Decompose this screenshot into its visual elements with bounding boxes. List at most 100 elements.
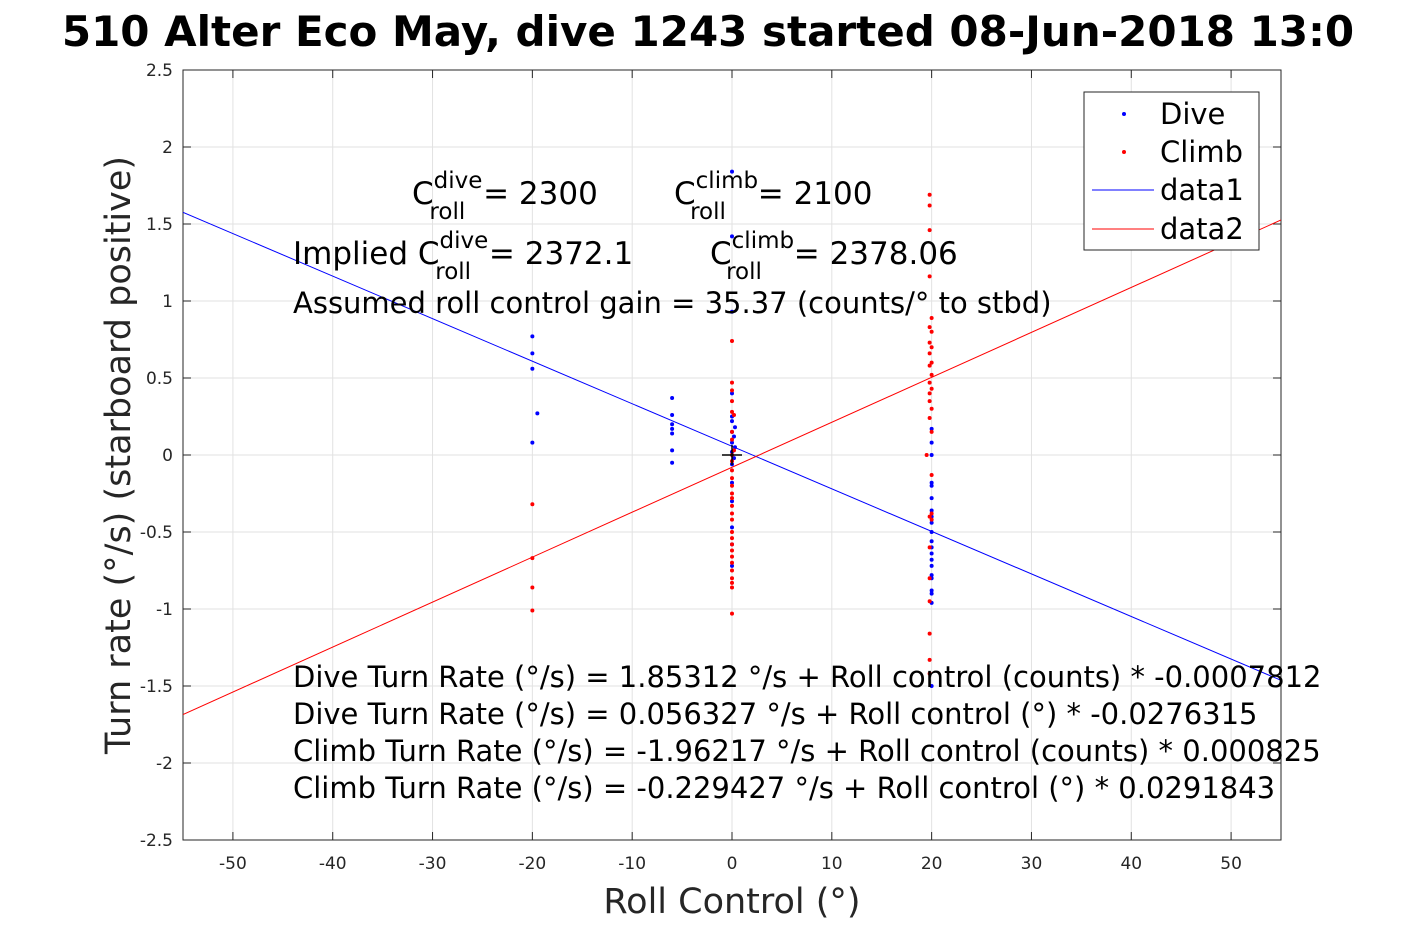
climb-point bbox=[927, 325, 932, 330]
dive-point bbox=[670, 460, 675, 465]
climb-point bbox=[730, 496, 734, 501]
implied-climb-annotation: Cclimb roll = 2378.06 bbox=[710, 228, 958, 285]
x-tick-label: -10 bbox=[618, 854, 646, 874]
legend-climb-label: Climb bbox=[1160, 135, 1243, 169]
climb-point bbox=[929, 473, 934, 478]
dive-point bbox=[929, 551, 934, 556]
dive-point bbox=[530, 334, 535, 339]
climb-point bbox=[927, 671, 932, 676]
dive-point bbox=[670, 448, 675, 453]
climb-point bbox=[929, 329, 934, 334]
climb-point bbox=[730, 503, 734, 508]
gain-annotation: Assumed roll control gain = 35.37 (count… bbox=[293, 286, 1052, 320]
climb-point bbox=[927, 657, 932, 662]
dive-point bbox=[530, 351, 535, 356]
y-tick-label: -0.5 bbox=[140, 523, 173, 543]
dive-point bbox=[929, 426, 934, 431]
x-tick-label: 10 bbox=[821, 854, 843, 874]
fit-line-data2 bbox=[183, 219, 1281, 715]
dive-point bbox=[730, 234, 734, 239]
dive-point bbox=[730, 391, 734, 396]
climb-point bbox=[927, 599, 932, 604]
dive-point bbox=[731, 434, 736, 439]
x-tick-label: 20 bbox=[921, 854, 943, 874]
climb-point bbox=[730, 542, 734, 547]
dive-point bbox=[730, 480, 734, 485]
climb-point bbox=[730, 554, 734, 559]
climb-point bbox=[530, 556, 535, 561]
climb-point bbox=[927, 228, 932, 233]
dive-point bbox=[929, 483, 934, 488]
climb-point bbox=[730, 409, 734, 414]
climb-point bbox=[530, 502, 535, 507]
dive-point bbox=[929, 563, 934, 568]
climb-point bbox=[927, 203, 932, 208]
climb-point bbox=[730, 576, 734, 581]
climb-point bbox=[927, 340, 932, 345]
climb-point bbox=[929, 517, 934, 522]
dive-point bbox=[929, 557, 934, 562]
dive-point bbox=[730, 499, 734, 504]
dive-point bbox=[929, 591, 934, 596]
dive-point bbox=[730, 309, 734, 314]
dive-point bbox=[730, 169, 734, 174]
climb-point bbox=[929, 360, 934, 365]
y-tick-label: -1 bbox=[156, 600, 173, 620]
dive-point bbox=[535, 411, 540, 416]
climb-point bbox=[927, 514, 932, 519]
legend-data1-label: data1 bbox=[1160, 173, 1244, 207]
climb-point bbox=[929, 406, 934, 411]
dive-point bbox=[670, 396, 675, 401]
dive-point bbox=[730, 440, 734, 445]
x-tick-label: 30 bbox=[1021, 854, 1043, 874]
y-tick-label: -1.5 bbox=[140, 677, 173, 697]
climb-point bbox=[730, 560, 734, 565]
climb-point bbox=[929, 386, 934, 391]
climb-point bbox=[927, 576, 932, 581]
x-tick-label: -40 bbox=[319, 854, 347, 874]
climb-point bbox=[730, 483, 734, 488]
y-tick-label: 1.5 bbox=[146, 215, 173, 235]
climb-point bbox=[730, 568, 734, 573]
dive-point bbox=[732, 425, 737, 430]
dive-point bbox=[730, 525, 734, 530]
climb-point bbox=[929, 511, 934, 516]
climb-point bbox=[530, 608, 535, 613]
climb-point bbox=[730, 580, 734, 585]
climb-point bbox=[730, 437, 734, 442]
dive-point bbox=[731, 456, 736, 461]
climb-point bbox=[927, 391, 932, 396]
climb-point bbox=[927, 192, 932, 197]
dive-point bbox=[730, 563, 734, 568]
climb-point bbox=[929, 429, 934, 434]
climb-point bbox=[927, 274, 932, 279]
y-tick-label: 2.5 bbox=[146, 61, 173, 81]
dive-point bbox=[929, 588, 934, 593]
climb-point bbox=[929, 315, 934, 320]
climb-point bbox=[927, 399, 932, 404]
dive-point bbox=[670, 431, 675, 436]
climb-point bbox=[730, 429, 734, 434]
dive-point bbox=[670, 422, 675, 427]
x-tick-label: -30 bbox=[419, 854, 447, 874]
dive-point bbox=[530, 440, 535, 445]
equation-climb-counts: Climb Turn Rate (°/s) = -1.96217 °/s + R… bbox=[293, 734, 1321, 768]
y-tick-label: 2 bbox=[162, 138, 173, 158]
dive-point bbox=[670, 412, 675, 417]
dive-point bbox=[670, 426, 675, 431]
climb-point bbox=[731, 412, 736, 417]
climb-point bbox=[927, 631, 932, 636]
y-tick-label: 0 bbox=[162, 446, 173, 466]
climb-point bbox=[929, 372, 934, 377]
x-tick-label: -50 bbox=[219, 854, 247, 874]
climb-point bbox=[730, 388, 734, 393]
chart-title: 510 Alter Eco May, dive 1243 started 08-… bbox=[62, 7, 1354, 56]
legend-data2-label: data2 bbox=[1160, 212, 1244, 246]
climb-point bbox=[927, 380, 932, 385]
dive-point bbox=[929, 539, 934, 544]
climb-point bbox=[730, 339, 734, 344]
c-climb-annotation: Cclimb roll = 2100 bbox=[674, 168, 872, 225]
climb-point bbox=[924, 453, 929, 457]
climb-point bbox=[730, 517, 734, 522]
